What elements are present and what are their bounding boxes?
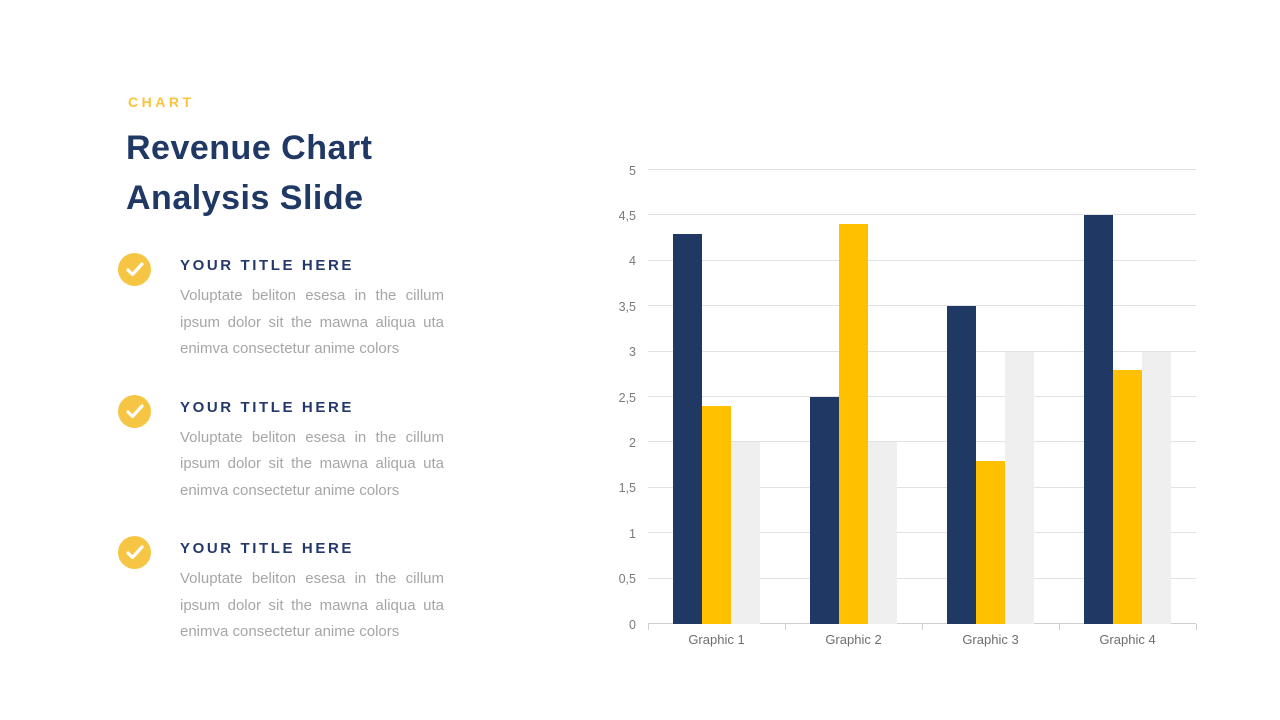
bar-series-gray-4 — [1142, 351, 1171, 624]
list-item: YOUR TITLE HERE Voluptate beliton esesa … — [118, 252, 444, 363]
page-title: Revenue Chart Analysis Slide — [126, 123, 372, 223]
bar-series-gray-1 — [731, 442, 760, 624]
x-axis-tick — [648, 624, 649, 630]
gridline — [648, 259, 1196, 261]
check-circle-icon — [118, 253, 151, 286]
list-item-body: Voluptate beliton esesa in the cillum ip… — [180, 570, 444, 640]
kicker-label: CHART — [128, 94, 195, 110]
list-item-text: YOUR TITLE HERE Voluptate beliton esesa … — [180, 535, 444, 646]
x-axis-category-label: Graphic 3 — [962, 632, 1019, 647]
y-axis-tick-label: 3,5 — [618, 299, 636, 314]
bar-series-navy-2 — [810, 397, 839, 624]
list-item-body: Voluptate beliton esesa in the cillum ip… — [180, 287, 444, 357]
y-axis-tick-label: 0,5 — [618, 572, 636, 587]
gridline — [648, 577, 1196, 579]
bar-series-yellow-4 — [1113, 369, 1142, 624]
bar-group-4 — [1059, 170, 1196, 624]
page-title-line-2: Analysis Slide — [126, 179, 364, 217]
y-axis-tick-label: 2,5 — [618, 390, 636, 405]
x-axis-labels: Graphic 1 Graphic 2 Graphic 3 Graphic 4 — [648, 632, 1196, 647]
list-item-body: Voluptate beliton esesa in the cillum ip… — [180, 428, 444, 499]
y-axis-tick-label: 0 — [629, 617, 636, 632]
bar-series-yellow-1 — [702, 406, 731, 624]
gridline — [648, 486, 1196, 488]
checkmark-glyph — [125, 545, 144, 560]
gridline — [648, 350, 1196, 352]
x-axis-tick — [1059, 624, 1060, 630]
bar-group-2 — [785, 170, 922, 624]
gridline — [648, 396, 1196, 397]
y-axis-tick-label: 1,5 — [618, 481, 636, 496]
list-item-title: YOUR TITLE HERE — [180, 540, 355, 557]
x-axis-category-label: Graphic 4 — [1099, 632, 1156, 647]
list-item-text: YOUR TITLE HERE Voluptate beliton esesa … — [180, 394, 444, 505]
list-item: YOUR TITLE HERE Voluptate beliton esesa … — [118, 394, 444, 505]
check-circle-icon — [118, 536, 151, 569]
list-item-title: YOUR TITLE HERE — [180, 398, 355, 416]
check-circle-icon — [118, 394, 151, 428]
x-axis-tick — [922, 624, 923, 630]
y-axis-tick-label: 4 — [629, 254, 636, 269]
list-item-title: YOUR TITLE HERE — [180, 257, 355, 274]
y-axis-tick-label: 3 — [629, 345, 636, 360]
y-axis-tick-label: 4,5 — [618, 208, 636, 223]
checkmark-glyph — [125, 262, 144, 277]
gridline — [648, 305, 1196, 307]
y-axis-tick-label: 1 — [629, 526, 636, 541]
gridline — [648, 169, 1196, 170]
gridline — [648, 623, 1196, 624]
y-axis-tick-label: 5 — [629, 163, 636, 178]
x-axis-tick — [785, 624, 786, 630]
checkmark-glyph — [125, 403, 144, 418]
feature-list: YOUR TITLE HERE Voluptate beliton esesa … — [118, 252, 444, 646]
x-axis-category-label: Graphic 1 — [688, 632, 745, 647]
gridline — [648, 532, 1196, 534]
bar-group-1 — [648, 170, 785, 624]
bar-group-3 — [922, 170, 1059, 624]
bar-series-gray-3 — [1005, 351, 1034, 624]
bar-series-navy-1 — [673, 233, 702, 624]
page-title-line-1: Revenue Chart — [126, 129, 373, 167]
bar-groups — [648, 170, 1196, 624]
bar-series-navy-3 — [947, 306, 976, 624]
bar-series-yellow-3 — [976, 460, 1005, 624]
gridline — [648, 441, 1196, 443]
x-axis-category-label: Graphic 2 — [825, 632, 882, 647]
gridline — [648, 214, 1196, 216]
list-item: YOUR TITLE HERE Voluptate beliton esesa … — [118, 535, 444, 646]
list-item-text: YOUR TITLE HERE Voluptate beliton esesa … — [180, 252, 444, 363]
y-axis-tick-label: 2 — [629, 435, 636, 450]
bar-series-gray-2 — [868, 442, 897, 624]
bar-series-navy-4 — [1084, 215, 1113, 624]
bar-series-yellow-2 — [839, 224, 868, 624]
x-axis-tick — [1196, 624, 1197, 630]
